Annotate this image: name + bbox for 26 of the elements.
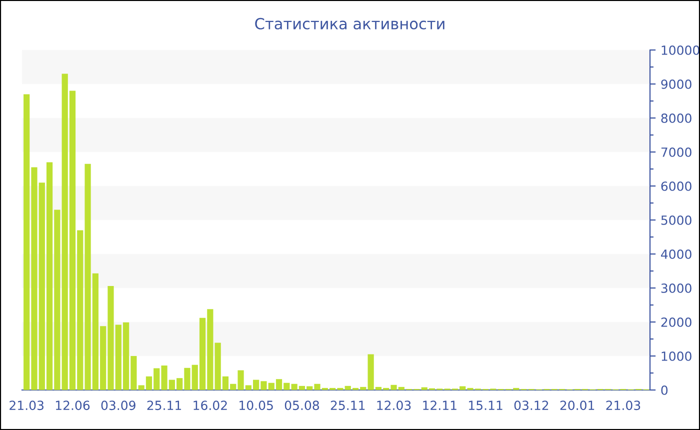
y-tick-label: 10000 — [662, 45, 700, 55]
x-tick-label: 10.05 — [240, 400, 273, 410]
x-tick-label: 20.01 — [560, 400, 594, 410]
y-tick-label: 8000 — [661, 113, 692, 123]
x-tick-label: 25.11 — [330, 400, 365, 410]
x-tick-label: 21.03 — [10, 400, 44, 410]
x-tick-label: 21.03 — [606, 400, 640, 410]
x-tick-label: 03.09 — [101, 400, 136, 410]
chart-title: Статистика активности — [255, 18, 444, 30]
y-tick-label: 9000 — [661, 79, 692, 89]
x-tick-label: 12.11 — [423, 400, 456, 410]
x-tick-label: 12.03 — [377, 400, 411, 410]
y-tick-label: 3000 — [661, 283, 692, 293]
y-tick-label: 7000 — [661, 147, 692, 157]
x-tick-label: 03.12 — [514, 400, 548, 410]
x-tick-label: 05.08 — [284, 400, 319, 410]
x-tick-label: 15.11 — [469, 400, 502, 410]
y-tick-label: 5000 — [661, 215, 692, 225]
y-tick-label: 1000 — [662, 351, 692, 361]
x-tick-label: 25.11 — [147, 400, 182, 410]
y-tick-label: 4000 — [661, 249, 692, 259]
x-tick-label: 16.02 — [194, 400, 227, 410]
y-tick-label: 6000 — [661, 181, 692, 191]
y-tick-label: 0 — [661, 385, 668, 395]
x-tick-label: 12.06 — [56, 400, 90, 410]
y-tick-label: 2000 — [661, 317, 692, 327]
